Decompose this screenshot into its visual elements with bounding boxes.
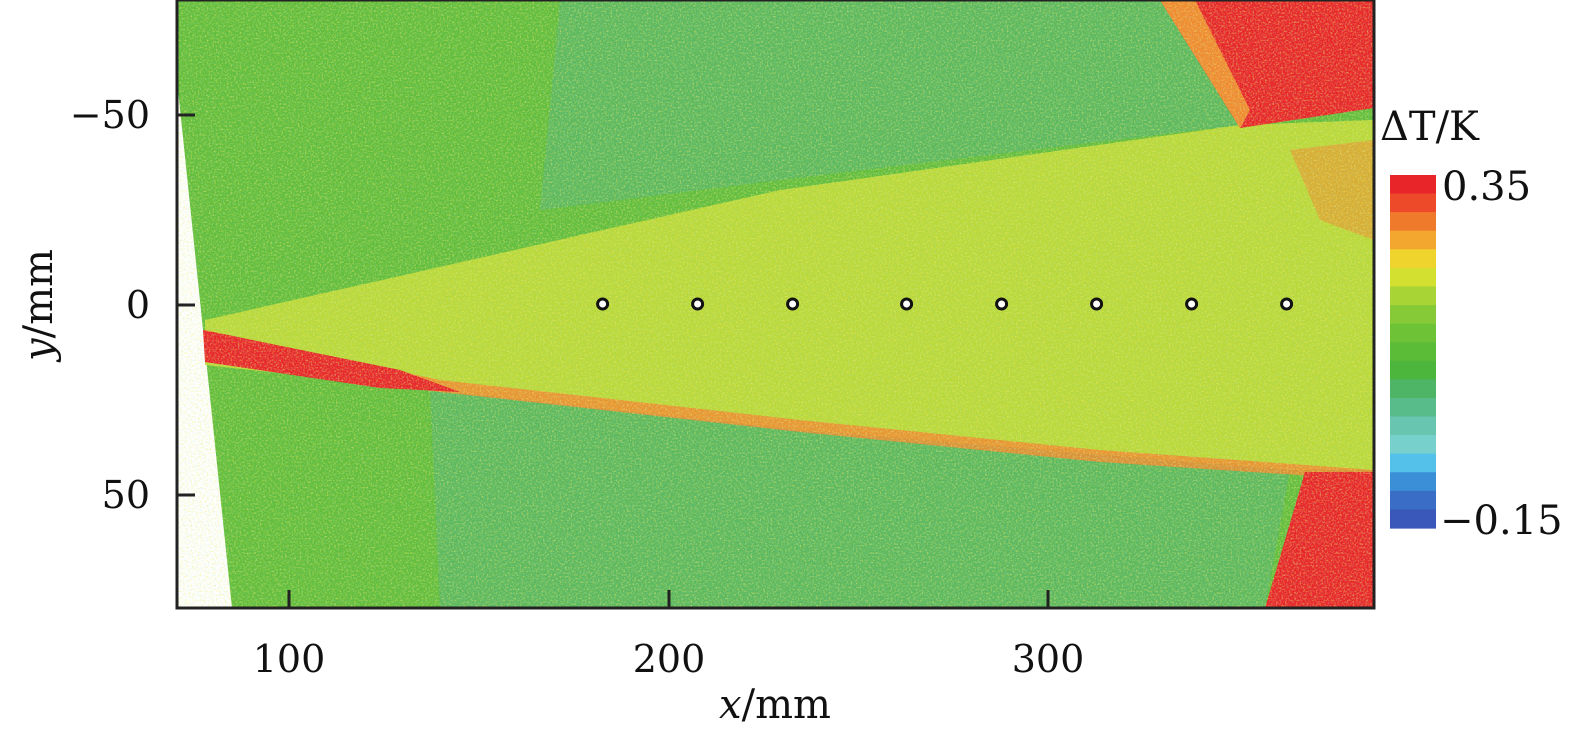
colorbar-max-label: 0.35	[1442, 164, 1531, 210]
colorbar: ΔT/K 0.35 −0.15	[1380, 104, 1563, 544]
x-axis-label: x/mm	[719, 682, 831, 728]
colorbar-swatch-18	[1390, 490, 1436, 511]
y-tick-label-minus50: −50	[70, 93, 150, 137]
colorbar-swatch-1	[1390, 175, 1436, 195]
colorbar-swatches	[1390, 175, 1436, 529]
sensor-point-8	[1280, 297, 1294, 311]
colorbar-swatch-10	[1390, 342, 1436, 362]
sensor-point-6	[1090, 297, 1104, 311]
y-tick-label-50: 50	[102, 473, 150, 517]
colorbar-swatch-5	[1390, 249, 1436, 269]
colorbar-swatch-8	[1390, 305, 1436, 325]
colorbar-swatch-4	[1390, 230, 1436, 250]
y-axis-label: y/mm	[16, 249, 62, 363]
colorbar-swatch-13	[1390, 397, 1436, 418]
colorbar-swatch-7	[1390, 286, 1436, 306]
sensor-point-7	[1185, 297, 1199, 311]
sensor-point-3	[786, 297, 800, 311]
colorbar-swatch-16	[1390, 453, 1436, 473]
x-tick-label-300: 300	[1012, 637, 1085, 681]
colorbar-swatch-17	[1390, 472, 1436, 492]
colorbar-title: ΔT/K	[1380, 104, 1480, 150]
colorbar-swatch-15	[1390, 435, 1436, 455]
x-tick-label-100: 100	[253, 637, 326, 681]
sensor-point-5	[995, 297, 1009, 311]
colorbar-swatch-6	[1390, 267, 1436, 288]
speckle-cool	[177, 0, 1374, 608]
colorbar-swatch-19	[1390, 509, 1436, 529]
x-tick-label-200: 200	[633, 637, 706, 681]
colorbar-swatch-11	[1390, 360, 1436, 380]
colorbar-swatch-2	[1390, 193, 1436, 213]
y-tick-label-0: 0	[126, 283, 150, 327]
x-axis: 100 200 300 x/mm	[253, 590, 1085, 728]
sensor-points	[596, 297, 1294, 311]
y-axis: −50 0 50 y/mm	[16, 93, 195, 517]
sensor-point-4	[900, 297, 914, 311]
colorbar-swatch-9	[1390, 323, 1436, 343]
colorbar-swatch-14	[1390, 416, 1436, 436]
sensor-point-1	[596, 297, 610, 311]
colorbar-min-label: −0.15	[1440, 498, 1563, 544]
colorbar-swatch-12	[1390, 379, 1436, 399]
colorbar-swatch-3	[1390, 212, 1436, 232]
sensor-point-2	[691, 297, 705, 311]
temperature-field	[177, 0, 1374, 608]
